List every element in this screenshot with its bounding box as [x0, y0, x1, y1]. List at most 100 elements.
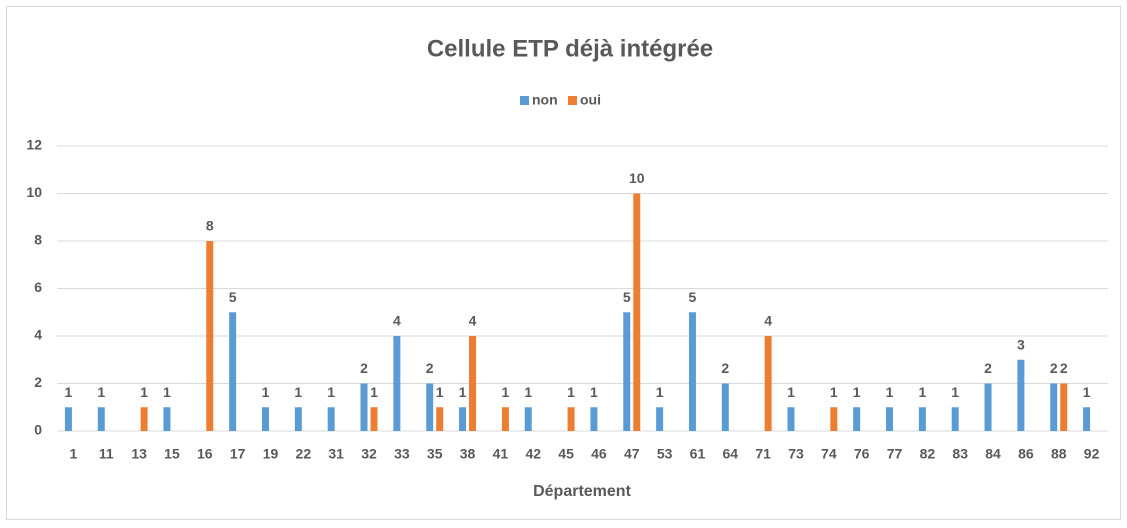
- x-tick-label: 64: [723, 446, 739, 462]
- x-tick-label: 42: [525, 446, 541, 462]
- x-tick-label: 31: [328, 446, 344, 462]
- bar: [97, 407, 105, 431]
- x-tick-label: 16: [197, 446, 213, 462]
- bar: [590, 407, 598, 431]
- bar: [1060, 383, 1068, 431]
- bar: [64, 407, 72, 431]
- x-tick-label: 1: [70, 446, 78, 462]
- data-label: 1: [951, 384, 959, 400]
- y-tick-label: 6: [34, 279, 42, 295]
- data-label: 1: [918, 384, 926, 400]
- x-tick-label: 83: [952, 446, 968, 462]
- bar: [360, 383, 368, 431]
- data-label: 1: [656, 384, 664, 400]
- bar: [436, 407, 444, 431]
- data-label: 5: [689, 289, 697, 305]
- x-tick-label: 35: [427, 446, 443, 462]
- bar: [951, 407, 959, 431]
- bar: [623, 312, 631, 431]
- bar: [1083, 407, 1091, 431]
- data-label: 1: [590, 384, 598, 400]
- bar: [426, 383, 434, 431]
- x-tick-label: 32: [361, 446, 377, 462]
- y-tick-label: 0: [34, 422, 42, 438]
- bar: [163, 407, 171, 431]
- data-label: 4: [764, 313, 772, 329]
- y-tick-label: 10: [26, 184, 42, 200]
- x-axis-title: Département: [533, 483, 631, 500]
- x-tick-label: 74: [821, 446, 837, 462]
- x-tick-label: 77: [887, 446, 903, 462]
- x-tick-label: 61: [690, 446, 706, 462]
- bar: [370, 407, 378, 431]
- data-label: 4: [393, 313, 401, 329]
- x-tick-label: 53: [657, 446, 673, 462]
- data-label: 5: [229, 289, 237, 305]
- x-tick-label: 71: [755, 446, 771, 462]
- data-label: 2: [1050, 360, 1058, 376]
- x-tick-label: 92: [1084, 446, 1100, 462]
- bar: [886, 407, 894, 431]
- bar: [656, 407, 664, 431]
- legend-label: non: [532, 92, 558, 108]
- x-tick-label: 88: [1051, 446, 1067, 462]
- data-label: 2: [721, 360, 729, 376]
- data-label: 1: [830, 384, 838, 400]
- bar: [229, 312, 237, 431]
- bar: [1050, 383, 1058, 431]
- data-label: 1: [853, 384, 861, 400]
- data-label: 1: [436, 384, 444, 400]
- x-tick-label: 17: [230, 446, 246, 462]
- bar: [524, 407, 532, 431]
- bar: [567, 407, 575, 431]
- data-label: 2: [1060, 360, 1068, 376]
- x-tick-label: 46: [591, 446, 607, 462]
- legend-swatch: [568, 96, 577, 105]
- data-label: 1: [1083, 384, 1091, 400]
- x-tick-label: 76: [854, 446, 870, 462]
- data-label: 1: [140, 384, 148, 400]
- x-tick-label: 15: [164, 446, 180, 462]
- legend-label: oui: [580, 92, 601, 108]
- bar: [261, 407, 269, 431]
- data-label: 1: [163, 384, 171, 400]
- x-tick-label: 22: [296, 446, 312, 462]
- y-tick-label: 4: [34, 327, 42, 343]
- bar: [984, 383, 992, 431]
- x-tick-label: 11: [99, 446, 114, 462]
- chart-border: [6, 6, 1121, 520]
- x-tick-label: 47: [624, 446, 640, 462]
- data-label: 1: [327, 384, 335, 400]
- bar: [633, 193, 641, 431]
- x-tick-label: 41: [493, 446, 509, 462]
- x-tick-label: 33: [394, 446, 410, 462]
- bar: [853, 407, 861, 431]
- y-tick-label: 12: [26, 137, 42, 153]
- x-tick-label: 38: [460, 446, 476, 462]
- data-label: 2: [360, 360, 368, 376]
- data-label: 3: [1017, 336, 1025, 352]
- bar: [787, 407, 795, 431]
- data-label: 1: [97, 384, 105, 400]
- x-tick-label: 73: [788, 446, 804, 462]
- data-label: 1: [370, 384, 378, 400]
- data-label: 4: [469, 313, 477, 329]
- data-label: 5: [623, 289, 631, 305]
- bar: [393, 336, 401, 431]
- bar: [469, 336, 477, 431]
- data-label: 1: [65, 384, 73, 400]
- bar: [501, 407, 509, 431]
- data-label: 1: [524, 384, 532, 400]
- data-label: 1: [459, 384, 467, 400]
- y-tick-label: 2: [34, 374, 42, 390]
- bar: [206, 241, 214, 431]
- bar: [327, 407, 335, 431]
- bar: [459, 407, 467, 431]
- bar: [830, 407, 838, 431]
- data-label: 1: [886, 384, 894, 400]
- data-label: 10: [629, 170, 645, 186]
- bar: [764, 336, 772, 431]
- bar: [721, 383, 729, 431]
- x-tick-label: 19: [263, 446, 279, 462]
